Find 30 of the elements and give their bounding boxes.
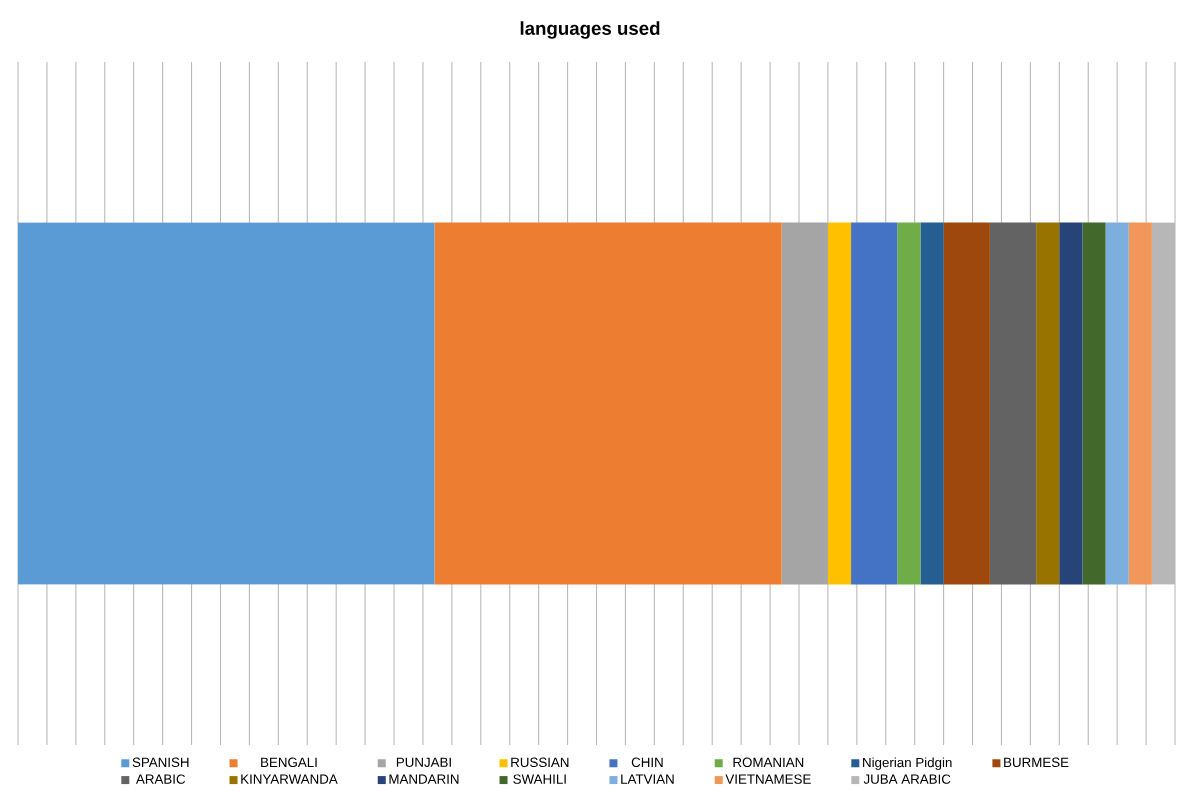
legend-label: BENGALI — [261, 757, 317, 768]
bar — [18, 222, 435, 585]
legend-label: SWAHILI — [513, 774, 566, 784]
legend-label: VIETNAMESE — [725, 774, 811, 784]
bar — [851, 222, 898, 585]
bar — [943, 222, 990, 585]
bar — [434, 222, 782, 585]
chart-title: languages used — [520, 21, 660, 39]
legend-label: ARABIC — [135, 774, 186, 784]
legend-label: JUBA ARABIC — [863, 774, 951, 784]
bar — [1036, 222, 1060, 585]
legend-label: PUNJABI — [396, 757, 451, 767]
bar — [989, 222, 1037, 585]
bar — [1105, 222, 1129, 585]
bar — [1128, 222, 1152, 585]
legend-label: SPANISH — [132, 757, 189, 768]
bar — [827, 222, 852, 585]
bar — [920, 222, 944, 585]
bar — [897, 222, 921, 585]
bar — [1059, 222, 1083, 585]
legend-label: Nigerian Pidgin — [863, 757, 952, 770]
legend-label: MANDARIN — [389, 774, 459, 784]
legend-label: BURMESE — [1004, 757, 1069, 768]
legend-label: ROMANIAN — [733, 757, 804, 768]
legend-label: CHIN — [631, 757, 663, 768]
legend-label: LATVIAN — [621, 774, 674, 784]
legend-label: KINYARWANDA — [241, 774, 338, 784]
bar — [1082, 222, 1106, 585]
bar — [781, 222, 828, 585]
legend-label: RUSSIAN — [511, 757, 569, 768]
